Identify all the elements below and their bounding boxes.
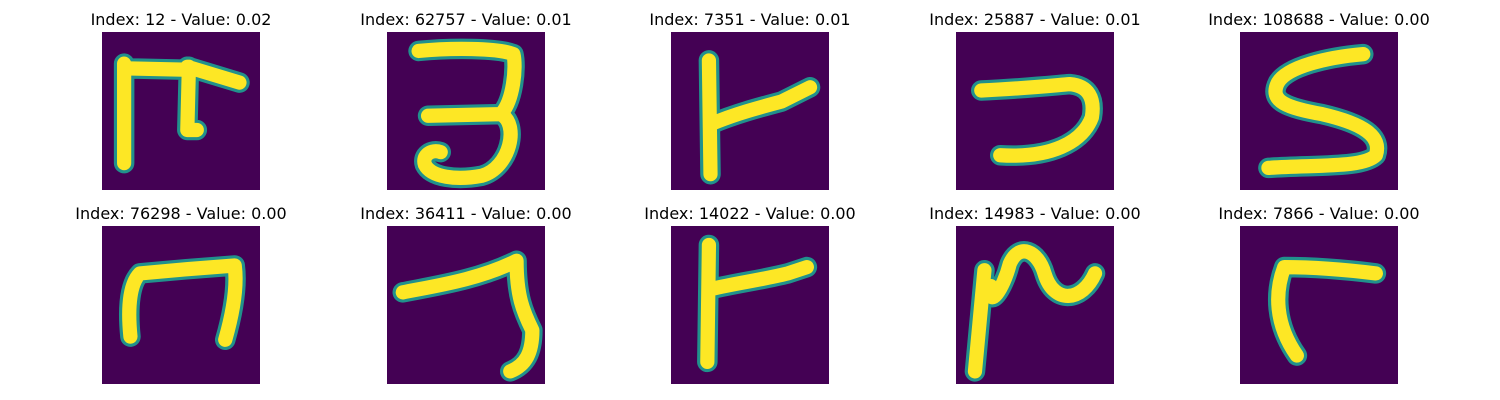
panel-title: Index: 76298 - Value: 0.00 <box>75 204 287 223</box>
handwritten-symbol-image <box>1240 226 1398 384</box>
panel-title: Index: 36411 - Value: 0.00 <box>360 204 572 223</box>
panel-10: Index: 7866 - Value: 0.00 <box>1199 204 1439 384</box>
panel-3: Index: 7351 - Value: 0.01 <box>630 10 870 190</box>
handwritten-symbol-image <box>102 226 260 384</box>
handwritten-symbol-image <box>102 32 260 190</box>
panel-8: Index: 14022 - Value: 0.00 <box>630 204 870 384</box>
panel-1: Index: 12 - Value: 0.02 <box>61 10 301 190</box>
handwritten-symbol-image <box>956 32 1114 190</box>
panel-5: Index: 108688 - Value: 0.00 <box>1199 10 1439 190</box>
handwritten-symbol-image <box>1240 32 1398 190</box>
panel-title: Index: 25887 - Value: 0.01 <box>929 10 1141 29</box>
handwritten-symbol-image <box>671 226 829 384</box>
panel-title: Index: 14983 - Value: 0.00 <box>929 204 1141 223</box>
handwritten-symbol-image <box>387 32 545 190</box>
handwritten-symbol-image <box>671 32 829 190</box>
panel-title: Index: 7866 - Value: 0.00 <box>1218 204 1420 223</box>
panel-title: Index: 108688 - Value: 0.00 <box>1208 10 1430 29</box>
panel-7: Index: 36411 - Value: 0.00 <box>346 204 586 384</box>
panel-title: Index: 62757 - Value: 0.01 <box>360 10 572 29</box>
panel-title: Index: 7351 - Value: 0.01 <box>649 10 851 29</box>
panel-4: Index: 25887 - Value: 0.01 <box>915 10 1155 190</box>
handwritten-symbol-image <box>387 226 545 384</box>
panel-2: Index: 62757 - Value: 0.01 <box>346 10 586 190</box>
panel-title: Index: 12 - Value: 0.02 <box>90 10 272 29</box>
handwritten-symbol-image <box>956 226 1114 384</box>
panel-title: Index: 14022 - Value: 0.00 <box>644 204 856 223</box>
panel-9: Index: 14983 - Value: 0.00 <box>915 204 1155 384</box>
panel-6: Index: 76298 - Value: 0.00 <box>61 204 301 384</box>
